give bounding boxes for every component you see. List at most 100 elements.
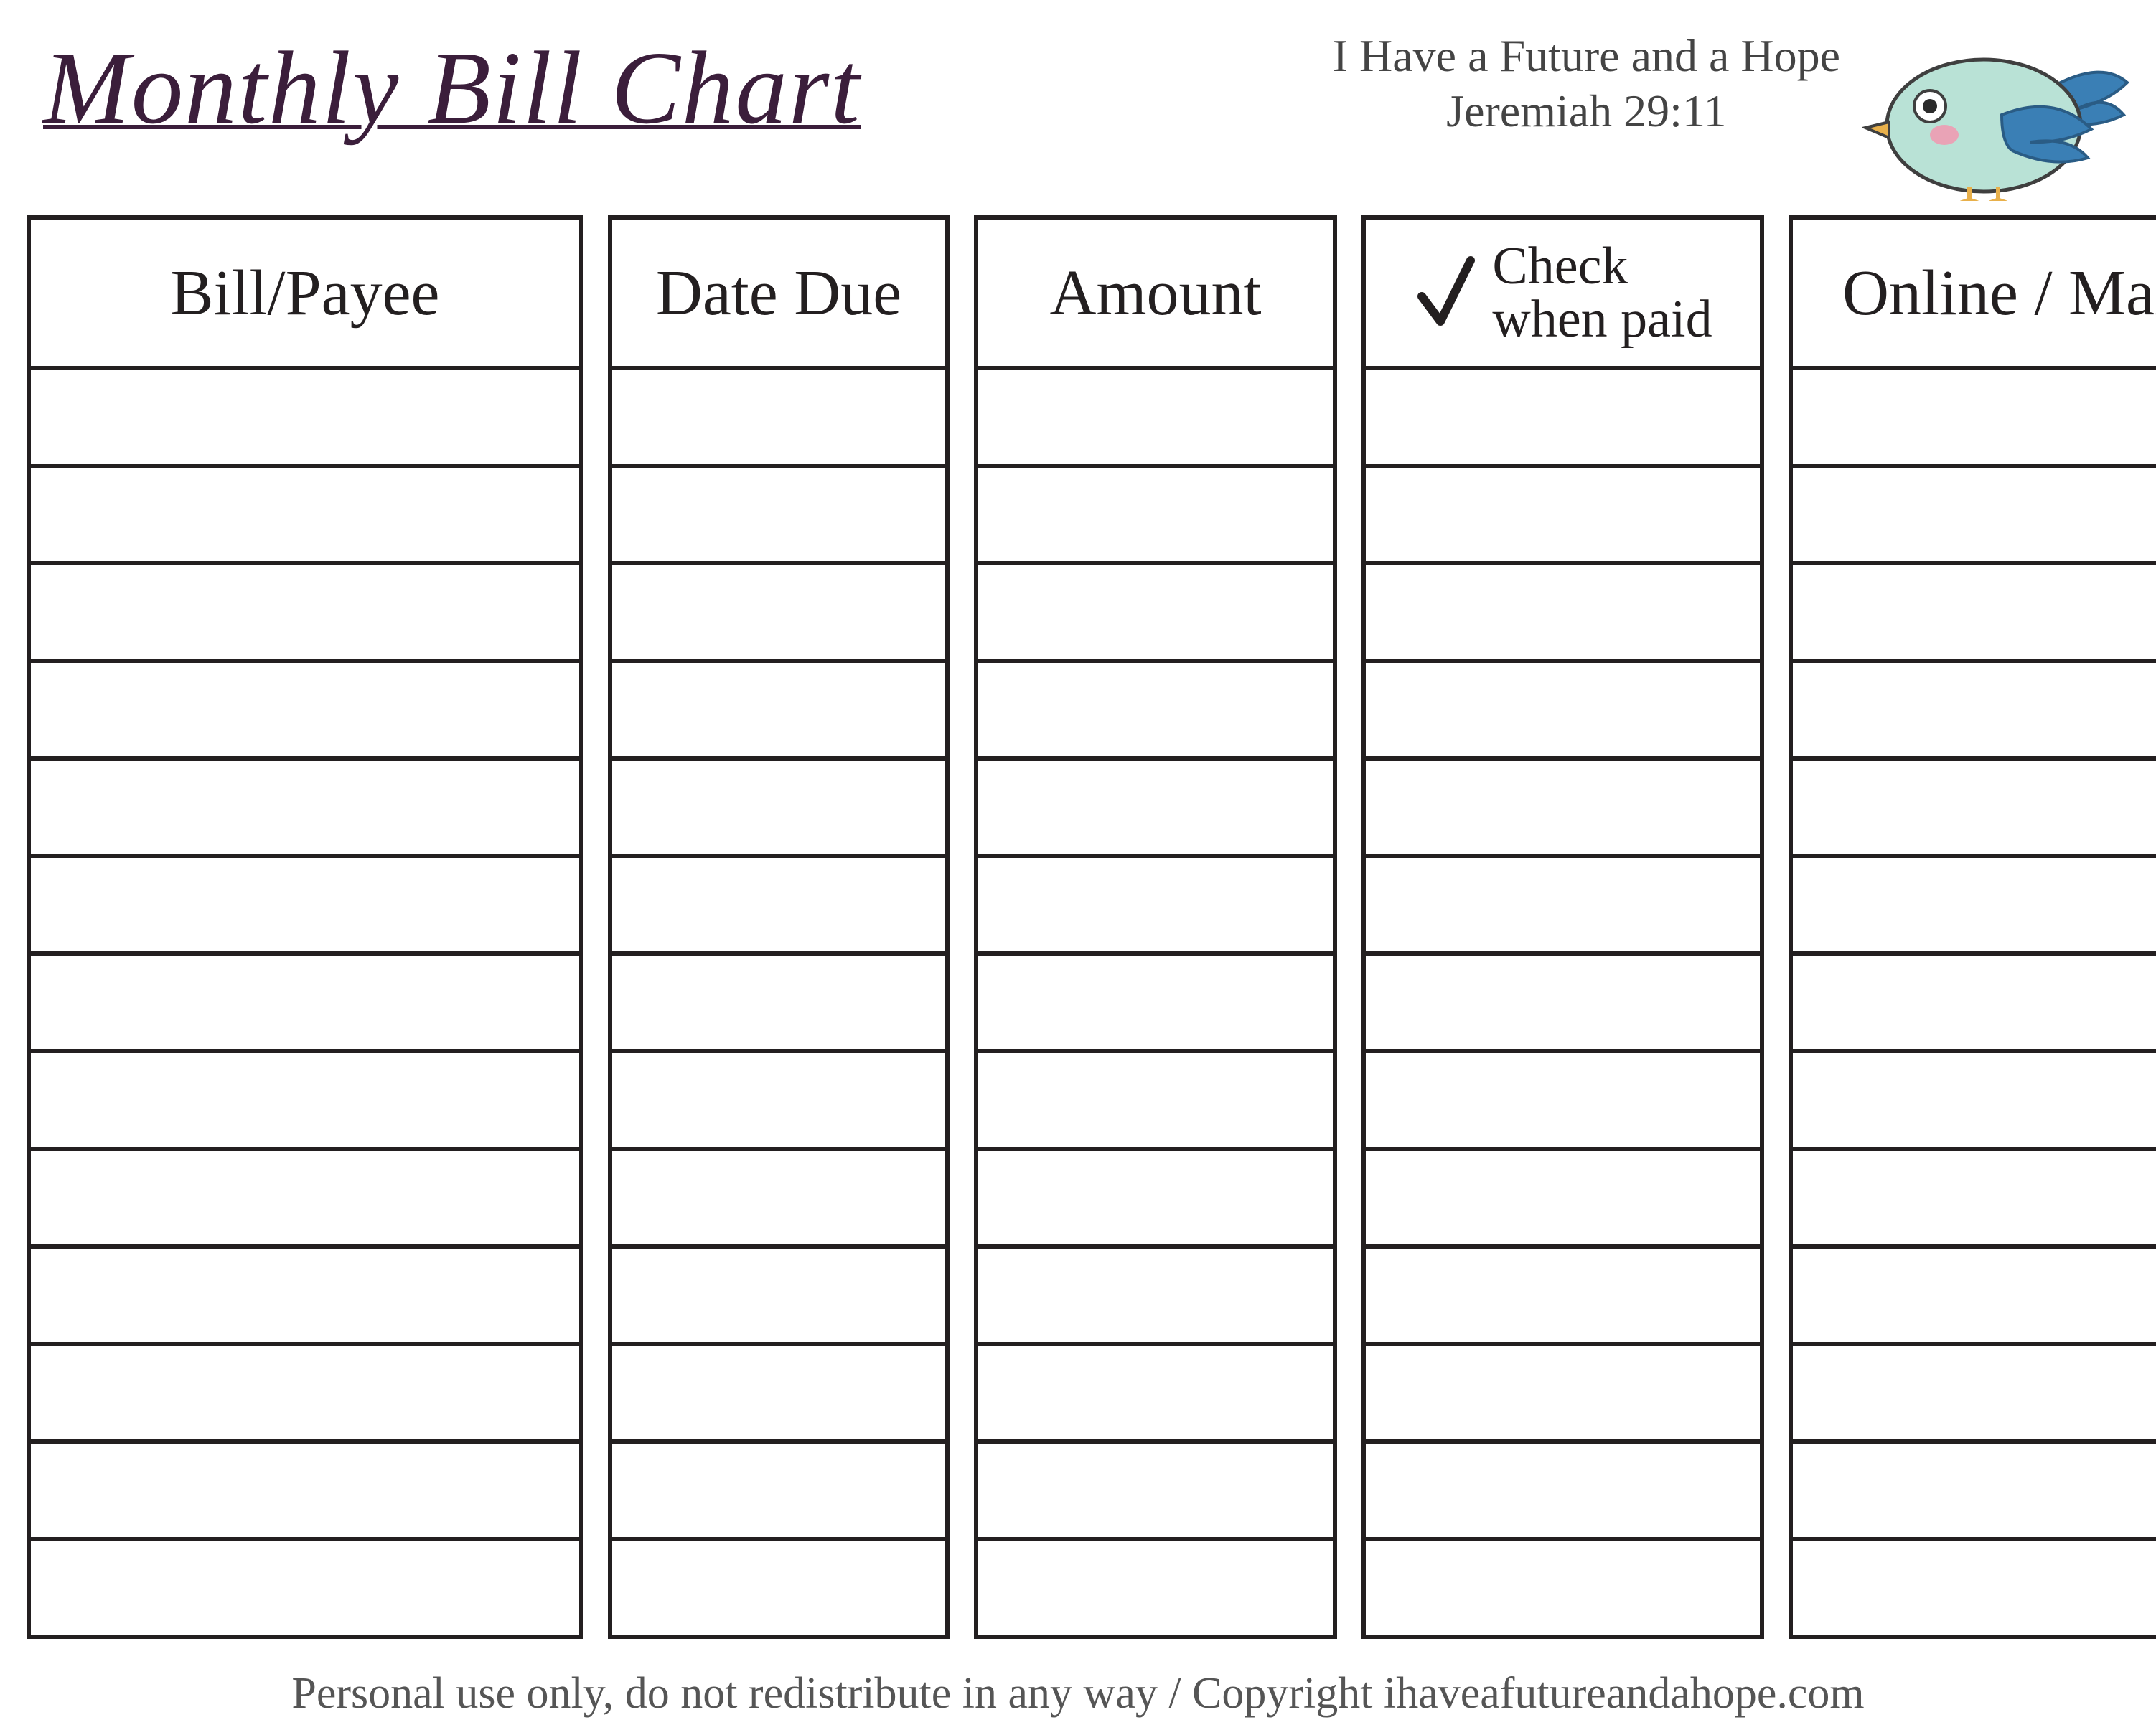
- table-cell: [1791, 563, 2156, 661]
- gap-cell: [1762, 758, 1791, 856]
- gap-cell: [1762, 661, 1791, 758]
- gap-cell: [581, 217, 610, 368]
- table-cell: [976, 1051, 1335, 1149]
- col-header-date-due: Date Due: [610, 217, 947, 368]
- table-cell: [1791, 1246, 2156, 1344]
- table-cell: [976, 856, 1335, 954]
- table-cell: [1791, 1051, 2156, 1149]
- table-cell: [610, 1442, 947, 1539]
- gap-cell: [581, 1051, 610, 1149]
- gap-cell: [581, 563, 610, 661]
- table-cell: [1791, 758, 2156, 856]
- page: Monthly Bill Chart I Have a Future and a…: [0, 0, 2156, 1725]
- table-cell: [29, 466, 581, 563]
- gap-cell: [0, 954, 29, 1051]
- table-cell: [29, 563, 581, 661]
- gap-cell: [1335, 758, 1364, 856]
- table-row: [0, 1539, 2156, 1637]
- gap-cell: [0, 856, 29, 954]
- bill-table: Bill/Payee Date Due Amount Check: [0, 215, 2156, 1639]
- table-cell: [976, 1539, 1335, 1637]
- table-cell: [976, 368, 1335, 466]
- table-cell: [976, 563, 1335, 661]
- gap-cell: [947, 954, 976, 1051]
- table-cell: [610, 1539, 947, 1637]
- gap-cell: [581, 1442, 610, 1539]
- table-cell: [29, 1344, 581, 1442]
- table-cell: [29, 954, 581, 1051]
- gap-cell: [947, 1344, 976, 1442]
- gap-cell: [1335, 856, 1364, 954]
- bill-table-wrap: Bill/Payee Date Due Amount Check: [0, 215, 2156, 1639]
- table-cell: [1791, 856, 2156, 954]
- table-cell: [1364, 466, 1762, 563]
- gap-cell: [1335, 661, 1364, 758]
- gap-cell: [947, 1442, 976, 1539]
- table-cell: [976, 1344, 1335, 1442]
- table-cell: [976, 1246, 1335, 1344]
- gap-cell: [581, 1344, 610, 1442]
- table-cell: [610, 368, 947, 466]
- table-cell: [610, 856, 947, 954]
- table-cell: [1791, 954, 2156, 1051]
- table-row: [0, 661, 2156, 758]
- col-header-amount: Amount: [976, 217, 1335, 368]
- table-cell: [1364, 661, 1762, 758]
- gap-cell: [947, 466, 976, 563]
- table-cell: [976, 466, 1335, 563]
- gap-cell: [0, 1246, 29, 1344]
- table-cell: [1791, 466, 2156, 563]
- table-cell: [1364, 368, 1762, 466]
- col-header-check-line1: Check: [1492, 240, 1712, 293]
- table-cell: [1791, 1539, 2156, 1637]
- gap-cell: [581, 466, 610, 563]
- col-header-bill: Bill/Payee: [29, 217, 581, 368]
- gap-cell: [947, 1246, 976, 1344]
- table-cell: [610, 661, 947, 758]
- gap-cell: [581, 758, 610, 856]
- table-row: [0, 563, 2156, 661]
- footer-text: Personal use only, do not redistribute i…: [0, 1668, 2156, 1719]
- checkmark-icon: [1413, 253, 1478, 332]
- table-cell: [610, 954, 947, 1051]
- gap-cell: [1762, 1149, 1791, 1246]
- table-row: [0, 856, 2156, 954]
- gap-cell: [1335, 1149, 1364, 1246]
- gap-cell: [1762, 1442, 1791, 1539]
- bill-table-body: [0, 368, 2156, 1637]
- table-cell: [29, 1442, 581, 1539]
- gap-cell: [0, 466, 29, 563]
- table-cell: [976, 1149, 1335, 1246]
- header: Monthly Bill Chart I Have a Future and a…: [0, 0, 2156, 215]
- gap-cell: [1762, 466, 1791, 563]
- gap-cell: [1335, 1539, 1364, 1637]
- table-cell: [976, 1442, 1335, 1539]
- gap-cell: [947, 217, 976, 368]
- table-cell: [1364, 1051, 1762, 1149]
- gap-cell: [581, 954, 610, 1051]
- table-cell: [1364, 1344, 1762, 1442]
- gap-cell: [947, 1051, 976, 1149]
- table-row: [0, 758, 2156, 856]
- table-row: [0, 466, 2156, 563]
- col-header-check-when-paid: Check when paid: [1364, 217, 1762, 368]
- gap-cell: [581, 1246, 610, 1344]
- table-cell: [1364, 1246, 1762, 1344]
- table-cell: [29, 1149, 581, 1246]
- table-cell: [610, 563, 947, 661]
- table-cell: [1364, 563, 1762, 661]
- gap-cell: [0, 563, 29, 661]
- gap-cell: [0, 1051, 29, 1149]
- table-header-row: Bill/Payee Date Due Amount Check: [0, 217, 2156, 368]
- gap-cell: [1335, 368, 1364, 466]
- gap-cell: [0, 661, 29, 758]
- table-cell: [1364, 758, 1762, 856]
- gap-cell: [1762, 368, 1791, 466]
- gap-cell: [947, 368, 976, 466]
- table-cell: [610, 1344, 947, 1442]
- gap-cell: [581, 1149, 610, 1246]
- col-header-check-line2: when paid: [1492, 293, 1712, 346]
- gap-cell: [581, 368, 610, 466]
- gap-cell: [1762, 1051, 1791, 1149]
- table-cell: [29, 1051, 581, 1149]
